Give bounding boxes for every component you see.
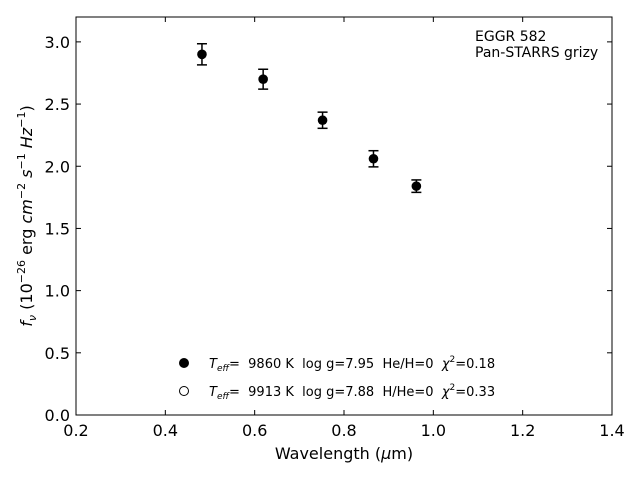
legend-entry-2: Teff= 9913 K log g=7.88 H/He=0 χ2=0.33 <box>209 383 495 402</box>
x-tick-label: 0.6 <box>242 421 267 440</box>
y-tick-label: 1.0 <box>45 282 70 301</box>
data-point <box>368 153 379 164</box>
y-axis-label: fν (10−26 erg cm−2 s−1 Hz−1) <box>15 105 39 326</box>
plot-frame <box>75 16 613 416</box>
data-points <box>196 42 422 194</box>
data-point <box>197 49 207 60</box>
y-tick-label: 1.5 <box>45 219 70 238</box>
legend: Teff= 9860 K log g=7.95 He/H=0 χ2=0.18 T… <box>179 355 495 402</box>
y-tick-label: 2.0 <box>45 157 70 176</box>
data-point <box>258 74 268 84</box>
legend-entry-1: Teff= 9860 K log g=7.95 He/H=0 χ2=0.18 <box>209 355 495 374</box>
y-tick-label: 3.0 <box>45 33 70 52</box>
x-tick-label: 1.4 <box>599 421 624 440</box>
legend-marker-filled <box>179 358 189 368</box>
legend-marker-open <box>179 386 189 396</box>
x-axis-label: Wavelength (μm) <box>275 444 413 463</box>
x-tick-label: 0.2 <box>63 421 88 440</box>
x-tick-label: 1.2 <box>510 421 535 440</box>
data-point <box>317 115 328 126</box>
annotation-survey: Pan-STARRS grizy <box>475 45 598 61</box>
ticks-layer: 0.2 0.4 0.6 0.8 1.0 1.2 1.4 0.0 0.5 1.0 1.5 2.0 2.5 3… <box>45 17 625 440</box>
y-tick-label: 0.0 <box>45 406 70 425</box>
x-tick-label: 0.8 <box>331 421 356 440</box>
y-tick-label: 0.5 <box>45 344 70 363</box>
x-tick-label: 1.0 <box>421 421 446 440</box>
data-point <box>411 181 422 191</box>
y-tick-label: 2.5 <box>45 95 70 114</box>
annotation-object-name: EGGR 582 <box>475 29 546 45</box>
x-tick-label: 0.4 <box>153 421 178 440</box>
